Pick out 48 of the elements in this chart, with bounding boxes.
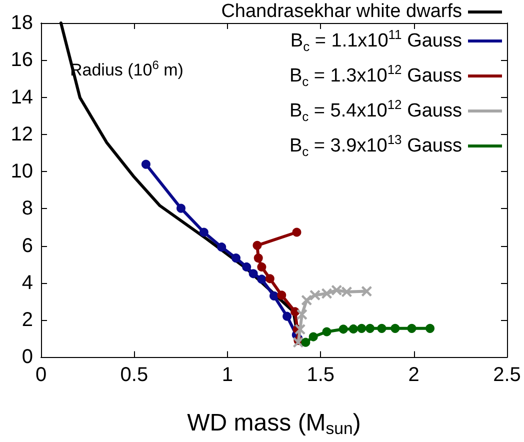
- point: [199, 228, 208, 237]
- point: [301, 338, 310, 347]
- point: [265, 274, 274, 284]
- point: [322, 327, 332, 336]
- y-tick-label: 12: [10, 123, 33, 146]
- x-tick-label: 2.5: [493, 364, 521, 386]
- point: [390, 324, 400, 333]
- point: [348, 324, 358, 334]
- point: [377, 324, 386, 333]
- y-tick-label: 6: [22, 234, 33, 257]
- legend-label: B$_{c}$ = 1.1x10$^{11}$ Gauss: [290, 26, 462, 56]
- legend-label: Chandrasekhar white dwarfs: [221, 0, 462, 23]
- point: [426, 324, 435, 333]
- legend-label: B$_{c}$ = 1.3x10$^{12}$ Gauss: [289, 61, 462, 92]
- point: [290, 307, 300, 316]
- x-tick-label: 1.5: [306, 364, 335, 386]
- point: [231, 254, 240, 263]
- x-tick-label: 0.5: [120, 364, 148, 386]
- y-tick-label: 18: [10, 12, 33, 34]
- point: [257, 262, 266, 272]
- y-tick-label: 2: [22, 309, 33, 332]
- point: [257, 274, 266, 284]
- y-tick-label: 0: [22, 346, 33, 368]
- point: [242, 262, 252, 272]
- point: [338, 324, 348, 334]
- point: [141, 160, 150, 169]
- y-tick-label: 16: [10, 49, 33, 72]
- point: [277, 290, 286, 300]
- legend-label: B$_{c}$ = 3.9x10$^{13}$ Gauss: [289, 131, 462, 162]
- point: [248, 269, 258, 278]
- y-tick-label: 8: [22, 198, 33, 220]
- point: [254, 254, 263, 263]
- point: [282, 312, 292, 321]
- y-tick-label: 10: [10, 160, 33, 183]
- point: [252, 240, 262, 250]
- point: [270, 291, 278, 300]
- point: [292, 228, 302, 237]
- y-tick-label: 4: [22, 272, 33, 294]
- point: [407, 324, 416, 333]
- point: [217, 242, 226, 252]
- point: [176, 204, 186, 213]
- point: [357, 324, 366, 333]
- point: [366, 324, 374, 333]
- point: [308, 332, 318, 342]
- y-tick-label: 14: [10, 86, 33, 108]
- legend-label: B$_{c}$ = 5.4x10$^{12}$ Gauss: [289, 96, 462, 126]
- x-tick-label: 2: [408, 364, 420, 386]
- x-tick-label: 1: [222, 364, 233, 386]
